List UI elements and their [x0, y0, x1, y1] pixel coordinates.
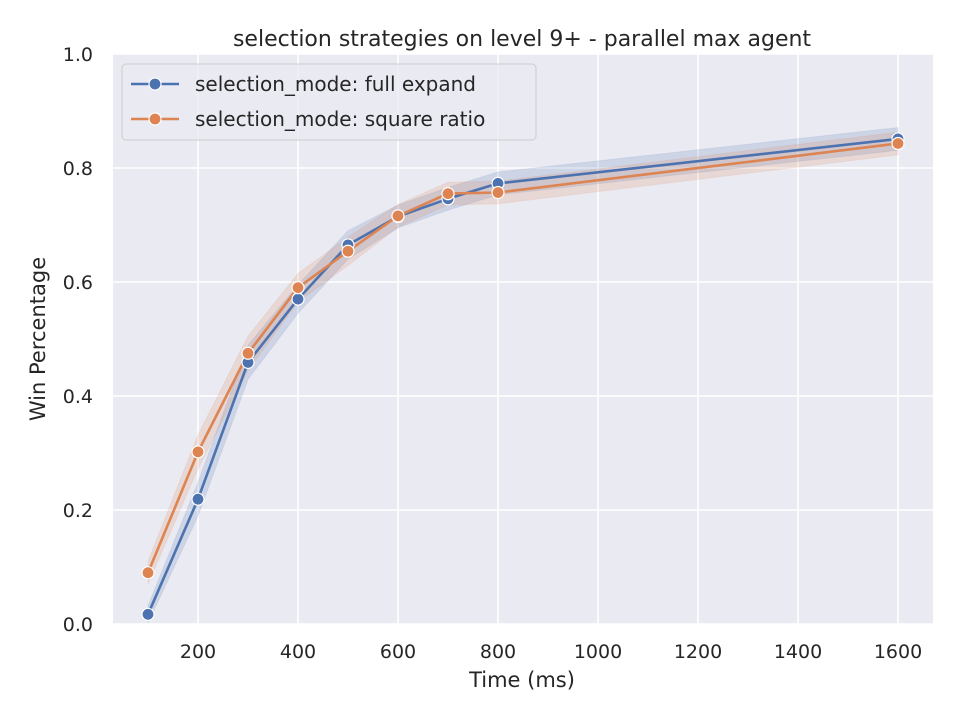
data-point-selection-mode-square-ratio-200	[191, 445, 205, 459]
x-tick-label-600: 600	[380, 641, 416, 663]
y-tick-label-2: 0.4	[63, 386, 93, 408]
y-tick-label-4: 0.8	[63, 158, 93, 180]
data-point-selection-mode-full-expand-200	[191, 492, 205, 506]
legend-entry-full-expand: selection_mode: full expand	[131, 72, 476, 96]
data-point-selection-mode-square-ratio-700	[441, 187, 455, 201]
data-point-selection-mode-square-ratio-300	[241, 346, 255, 360]
confidence-band-selection-mode-square-ratio	[147, 131, 899, 585]
x-tick-labels: 200 400 600 800 1000 1200 1400 1600	[180, 641, 922, 663]
legend-box	[121, 63, 537, 141]
data-point-selection-mode-full-expand-400	[291, 292, 305, 306]
data-point-selection-mode-full-expand-100	[141, 607, 155, 621]
x-tick-label-200: 200	[180, 641, 216, 663]
legend-label-square-ratio: selection_mode: square ratio	[195, 107, 485, 131]
legend-marker-full-expand	[148, 77, 162, 91]
data-points	[141, 132, 905, 621]
data-point-selection-mode-square-ratio-400	[291, 281, 305, 295]
data-point-selection-mode-square-ratio-500	[341, 244, 355, 258]
x-tick-label-800: 800	[480, 641, 516, 663]
x-tick-label-1200: 1200	[674, 641, 722, 663]
y-tick-labels: 0.0 0.2 0.4 0.6 0.8 1.0	[63, 44, 93, 636]
chart-title: selection strategies on level 9+ - paral…	[233, 27, 811, 52]
y-tick-label-5: 1.0	[63, 44, 93, 66]
legend-entry-square-ratio: selection_mode: square ratio	[131, 107, 485, 131]
legend-label-full-expand: selection_mode: full expand	[195, 72, 476, 96]
data-point-selection-mode-square-ratio-1600	[891, 136, 905, 151]
data-point-selection-mode-square-ratio-600	[391, 209, 405, 223]
x-tick-label-1400: 1400	[774, 641, 822, 663]
legend: selection_mode: full expand selection_mo…	[121, 63, 537, 141]
y-axis-title: Win Percentage	[26, 257, 50, 421]
x-tick-label-400: 400	[280, 641, 316, 663]
legend-marker-square-ratio	[148, 112, 162, 126]
y-tick-label-3: 0.6	[63, 272, 93, 294]
data-point-selection-mode-square-ratio-800	[491, 185, 505, 200]
x-axis-title: Time (ms)	[468, 668, 575, 692]
y-tick-label-1: 0.2	[63, 500, 93, 522]
data-point-selection-mode-square-ratio-100	[141, 566, 155, 580]
y-tick-label-0: 0.0	[63, 614, 93, 636]
x-tick-label-1600: 1600	[874, 641, 922, 663]
x-tick-label-1000: 1000	[574, 641, 622, 663]
